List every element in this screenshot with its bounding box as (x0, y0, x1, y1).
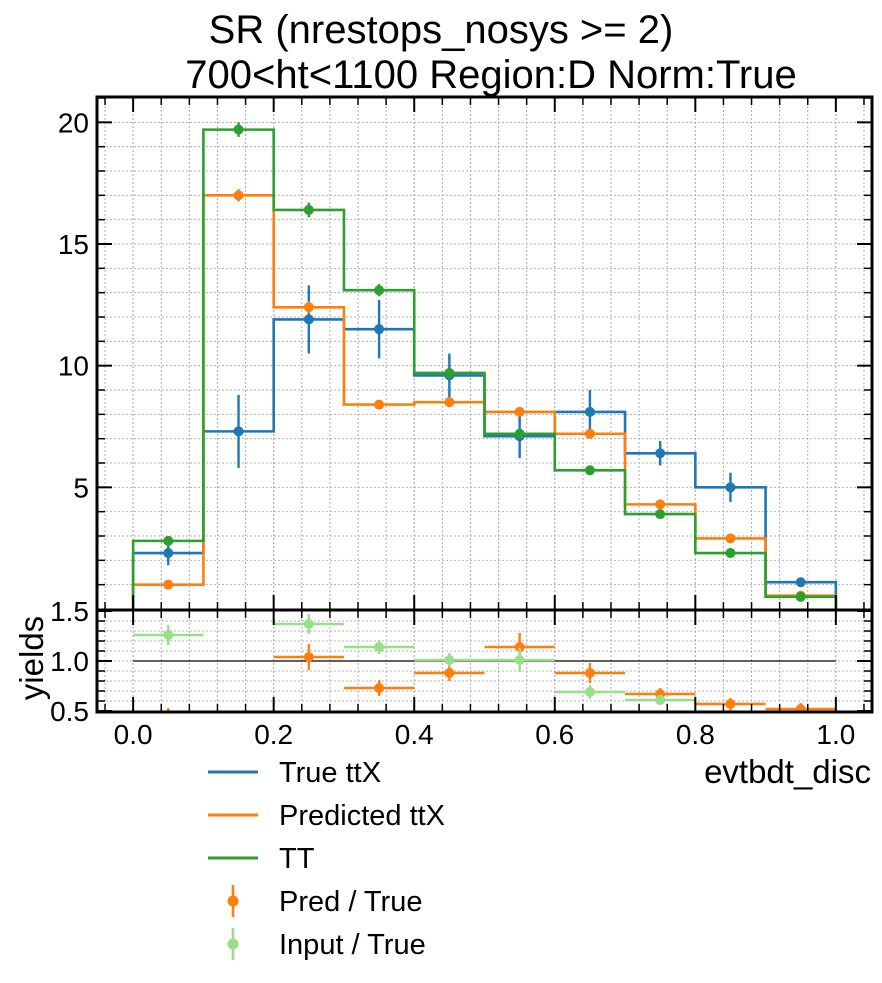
data-point (444, 397, 455, 408)
main-plot (131, 122, 838, 609)
ratio-point (163, 630, 174, 640)
ratio-point (795, 704, 806, 711)
legend-key-tt: TT (208, 843, 315, 875)
data-point (514, 428, 525, 439)
ratio-point (514, 655, 525, 665)
legend-marker-swatch (227, 895, 239, 907)
data-point (725, 548, 736, 559)
data-point (233, 190, 244, 201)
chart-title-line1: SR (nrestops_nosys >= 2) (209, 8, 674, 52)
data-point (725, 482, 736, 493)
ratio-point (234, 523, 244, 533)
legend-label: Input / True (279, 929, 426, 961)
ratio-plot (133, 523, 836, 723)
data-point (233, 426, 244, 437)
data-point (303, 314, 314, 325)
ratio-point (374, 642, 385, 652)
legend-label: Predicted ttX (279, 800, 445, 832)
ratio-point (444, 655, 455, 665)
legend-marker-swatch (227, 938, 239, 950)
chart-title-line2: 700<ht<1100 Region:D Norm:True (185, 53, 796, 97)
ratio-y-tick-label: 1.0 (50, 646, 89, 677)
x-tick-label: 0.4 (395, 719, 434, 750)
data-point (584, 406, 595, 417)
legend-key-true-ttx: True ttX (208, 757, 381, 789)
ratio-point (725, 699, 736, 709)
main-axes-frame (95, 95, 874, 612)
x-axis: 0.0 0.2 0.4 0.6 0.8 1.0 (104, 98, 865, 750)
data-point (233, 124, 244, 135)
ratio-point (303, 652, 314, 662)
data-point (374, 324, 385, 335)
ratio-y-tick-label: 0.5 (50, 696, 89, 727)
ratio-point (514, 642, 525, 652)
x-tick-label: 0.6 (535, 719, 574, 750)
legend-label: TT (279, 843, 315, 875)
ratio-point (584, 668, 595, 678)
x-tick-label: 1.0 (816, 719, 855, 750)
y-tick-label: 20 (58, 107, 89, 138)
data-point (444, 367, 455, 378)
x-tick-label: 0.8 (676, 719, 715, 750)
y-axis-label: yields (13, 616, 50, 700)
ratio-point (163, 713, 173, 723)
x-axis-label: evtbdt_disc (704, 753, 871, 790)
main-y-axis: 5 10 15 20 (58, 97, 871, 586)
ratio-point (655, 695, 666, 705)
data-point (655, 499, 666, 510)
data-point (655, 509, 666, 520)
data-point (374, 285, 385, 296)
data-point (303, 204, 314, 215)
main-grid (98, 98, 871, 609)
data-point (795, 591, 806, 602)
data-point (584, 428, 595, 439)
data-point (795, 577, 806, 588)
data-point (163, 579, 174, 590)
ratio-y-axis: 0.5 1.0 1.5 (50, 596, 871, 727)
y-tick-label: 10 (58, 351, 89, 382)
legend-key-pred-true: Pred / True (227, 885, 422, 918)
legend-key-input-true: Input / True (227, 928, 426, 961)
data-point (655, 448, 666, 459)
data-point (303, 302, 314, 313)
x-tick-label: 0.2 (254, 719, 293, 750)
data-point (584, 465, 595, 476)
legend-label: True ttX (279, 757, 381, 789)
y-tick-label: 5 (73, 472, 89, 503)
ratio-point (374, 683, 385, 693)
data-point (725, 533, 736, 544)
legend-key-predicted-ttx: Predicted ttX (208, 800, 445, 832)
ratio-content (133, 523, 836, 723)
ratio-axes-frame (95, 608, 874, 714)
y-tick-label: 15 (58, 229, 89, 260)
ratio-y-tick-label: 1.5 (50, 596, 89, 627)
legend-label: Pred / True (279, 886, 422, 918)
x-tick-label: 0.0 (114, 719, 153, 750)
data-point (514, 406, 525, 417)
data-point (163, 548, 174, 559)
ratio-point (303, 619, 314, 629)
data-point (163, 535, 174, 546)
ratio-point (584, 687, 595, 697)
legend: True ttX Predicted ttX TT Pred / True Input … (208, 757, 445, 961)
data-point (374, 399, 385, 410)
ratio-point (444, 668, 455, 678)
